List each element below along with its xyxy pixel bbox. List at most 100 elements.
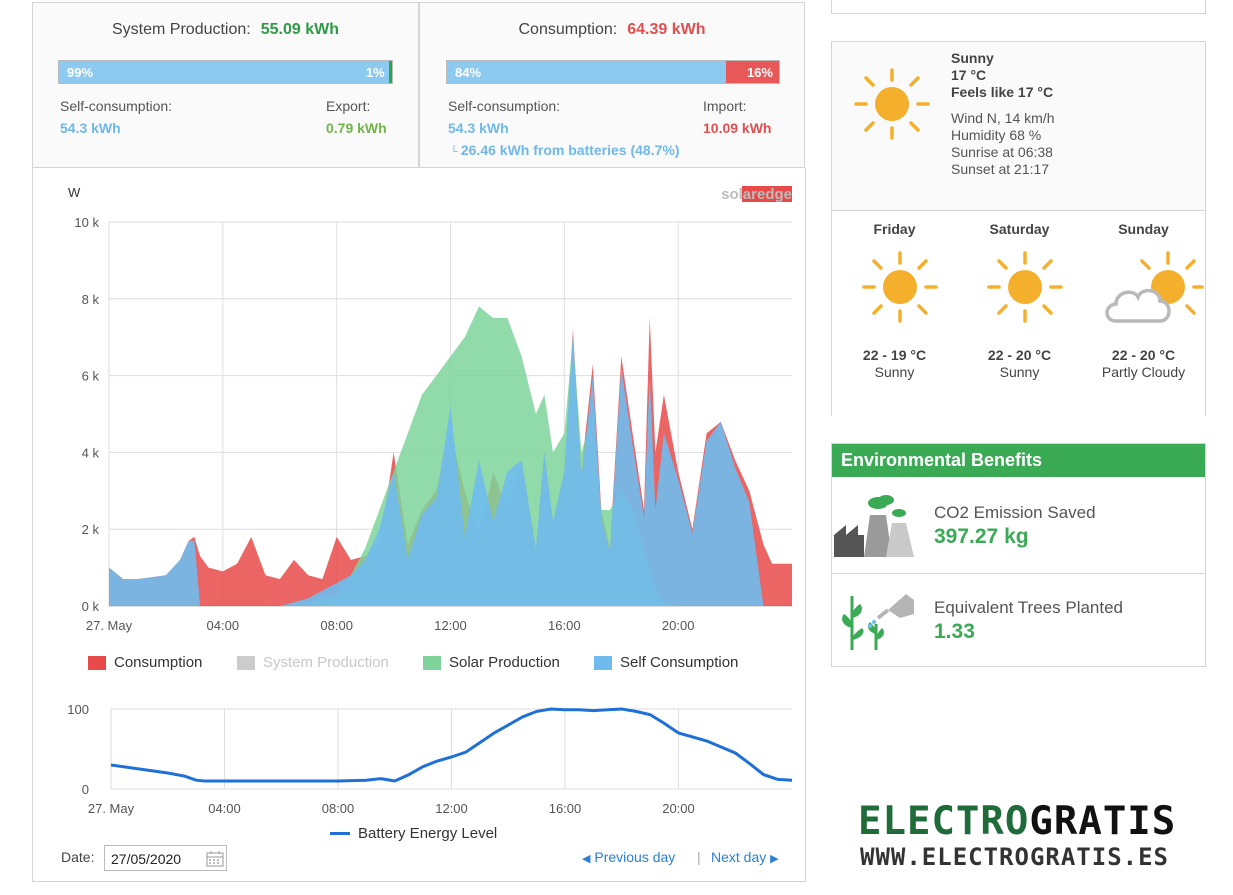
sun-icon xyxy=(987,251,1063,323)
y-tick-label: 4 k xyxy=(82,445,100,460)
co2-label: CO2 Emission Saved xyxy=(934,503,1096,522)
trees-label: Equivalent Trees Planted xyxy=(934,598,1124,617)
consumption-import-pct: 16% xyxy=(746,64,773,80)
legend-system-production[interactable]: System Production xyxy=(237,654,389,671)
consumption-self-bar: 84% xyxy=(447,61,726,83)
chevron-left-icon: ◀ xyxy=(582,853,591,865)
nav-separator: | xyxy=(697,849,701,865)
battery-level-line xyxy=(110,707,793,783)
battery-x-tick-label: 27. May xyxy=(88,801,135,816)
top-right-panel xyxy=(831,0,1206,14)
partly-cloudy-icon xyxy=(1105,251,1204,323)
x-tick-label: 08:00 xyxy=(320,618,353,633)
forecast-range: 22 - 19 °C xyxy=(862,347,927,363)
battery-grid xyxy=(110,708,792,790)
legend-consumption[interactable]: Consumption xyxy=(88,654,202,671)
production-export-label: Export: xyxy=(326,98,371,114)
consumption-title: Consumption: xyxy=(518,21,618,38)
date-value: 27/05/2020 xyxy=(111,851,182,867)
y-tick-label: 2 k xyxy=(82,522,100,537)
consumption-import-bar: 16% xyxy=(725,61,779,83)
weather-temp: 17 °C xyxy=(951,67,987,83)
legend-solar-production[interactable]: Solar Production xyxy=(423,654,560,671)
previous-day-link[interactable]: ◀ Previous day xyxy=(582,849,676,865)
power-areas xyxy=(109,306,792,606)
production-summary: System Production: 55.09 kWh 99% 1% Self-… xyxy=(32,2,419,168)
solaredge-logo: solaredge xyxy=(721,186,792,203)
consumption-import-label: Import: xyxy=(703,98,747,114)
solaredge-logo-text: solaredge xyxy=(721,186,792,203)
consumption-bar: 84% 16% xyxy=(446,60,780,84)
production-self-pct: 99% xyxy=(67,64,94,80)
production-export-value: 0.79 kWh xyxy=(326,120,387,136)
weather-wind: Wind N, 14 km/h xyxy=(951,110,1055,126)
battery-y-tick-label: 0 xyxy=(82,782,89,797)
y-axis-label: W xyxy=(68,185,81,200)
legend-self-consumption-swatch xyxy=(594,655,612,670)
battery-x-tick-label: 12:00 xyxy=(435,801,468,816)
weather-panel: Sunny 17 °C Feels like 17 °C Wind N, 14 … xyxy=(831,41,1206,416)
chevron-right-icon: ▶ xyxy=(770,853,779,865)
legend-consumption-swatch xyxy=(88,655,106,670)
x-tick-label: 04:00 xyxy=(207,618,240,633)
trees-value: 1.33 xyxy=(934,620,975,643)
sun-icon xyxy=(862,251,938,323)
battery-y-ticks: 0 100 xyxy=(67,702,89,797)
weather-feels-like: Feels like 17 °C xyxy=(951,84,1054,100)
date-label: Date: xyxy=(61,849,95,865)
consumption-self-pct: 84% xyxy=(455,64,482,80)
factory-icon xyxy=(834,495,914,557)
x-tick-label: 27. May xyxy=(86,618,133,633)
environmental-benefits-panel: Environmental Benefits CO2 Emission Save… xyxy=(831,443,1206,667)
next-day-link[interactable]: Next day ▶ xyxy=(711,849,779,865)
date-input[interactable]: 27/05/2020 xyxy=(104,845,227,871)
battery-x-tick-label: 04:00 xyxy=(208,801,241,816)
x-tick-label: 20:00 xyxy=(662,618,695,633)
legend-solar-production-swatch xyxy=(423,655,441,670)
production-self-bar: 99% 1% xyxy=(59,61,389,83)
co2-value: 397.27 kg xyxy=(934,525,1029,548)
weather-sunrise: Sunrise at 06:38 xyxy=(951,144,1053,160)
consumption-summary: Consumption: 64.39 kWh 84% 16% Self-consu… xyxy=(419,2,805,168)
weather-humidity: Humidity 68 % xyxy=(951,127,1042,143)
production-bar: 99% 1% xyxy=(58,60,393,84)
y-tick-label: 8 k xyxy=(82,292,100,307)
legend-self-consumption[interactable]: Self Consumption xyxy=(594,654,738,671)
battery-x-tick-label: 20:00 xyxy=(662,801,695,816)
weather-condition: Sunny xyxy=(951,50,994,66)
brand-url: WWW.ELECTROGRATIS.ES xyxy=(860,843,1169,871)
legend-battery[interactable]: Battery Energy Level xyxy=(330,825,497,842)
sun-icon xyxy=(854,68,930,140)
consumption-self-value: 54.3 kWh xyxy=(448,120,509,136)
consumption-total: 64.39 kWh xyxy=(627,21,706,38)
branch-icon: └ xyxy=(450,146,461,158)
battery-x-ticks: 27. May 04:00 08:00 12:00 16:00 20:00 xyxy=(88,801,695,816)
forecast-day: Saturday xyxy=(989,221,1050,237)
x-tick-label: 16:00 xyxy=(548,618,581,633)
forecast-day: Sunday xyxy=(1118,221,1169,237)
battery-x-tick-label: 08:00 xyxy=(322,801,355,816)
forecast-range: 22 - 20 °C xyxy=(987,347,1052,363)
brand-name-part1: ELECTRO xyxy=(858,799,1030,844)
trees-row: Equivalent Trees Planted 1.33 xyxy=(832,574,1205,666)
consumption-self-label: Self-consumption: xyxy=(448,98,561,114)
weather-sunset: Sunset at 21:17 xyxy=(951,161,1050,177)
co2-row: CO2 Emission Saved 397.27 kg xyxy=(832,477,1205,574)
batteries-note: └ 26.46 kWh from batteries (48.7%) xyxy=(450,142,680,158)
production-self-label: Self-consumption: xyxy=(60,98,173,114)
forecast: Friday 22 - 19 °C Sunny Saturday 22 - 20… xyxy=(832,210,1205,416)
calendar-icon[interactable] xyxy=(206,850,224,867)
production-export-pct: 1% xyxy=(365,64,385,80)
x-tick-label: 12:00 xyxy=(434,618,467,633)
y-tick-label: 6 k xyxy=(82,369,100,384)
power-y-ticks: 0 k 2 k 4 k 6 k 8 k 10 k xyxy=(74,215,99,614)
power-chart: W 0 k 2 k 4 k 6 k 8 k 10 k 27. May 04:00 08:00 1… xyxy=(68,185,792,633)
production-self-value: 54.3 kWh xyxy=(60,120,121,136)
brand-logo: ELECTROGRATIS xyxy=(858,800,1176,844)
area-self-consumption xyxy=(109,337,792,606)
battery-chart: 0 100 27. May 04:00 08:00 12:00 16:00 20:00 xyxy=(67,702,793,816)
forecast-desc: Partly Cloudy xyxy=(1101,364,1186,380)
battery-y-tick-label: 100 xyxy=(67,702,89,717)
forecast-day: Friday xyxy=(873,221,916,237)
forecast-range: 22 - 20 °C xyxy=(1111,347,1176,363)
